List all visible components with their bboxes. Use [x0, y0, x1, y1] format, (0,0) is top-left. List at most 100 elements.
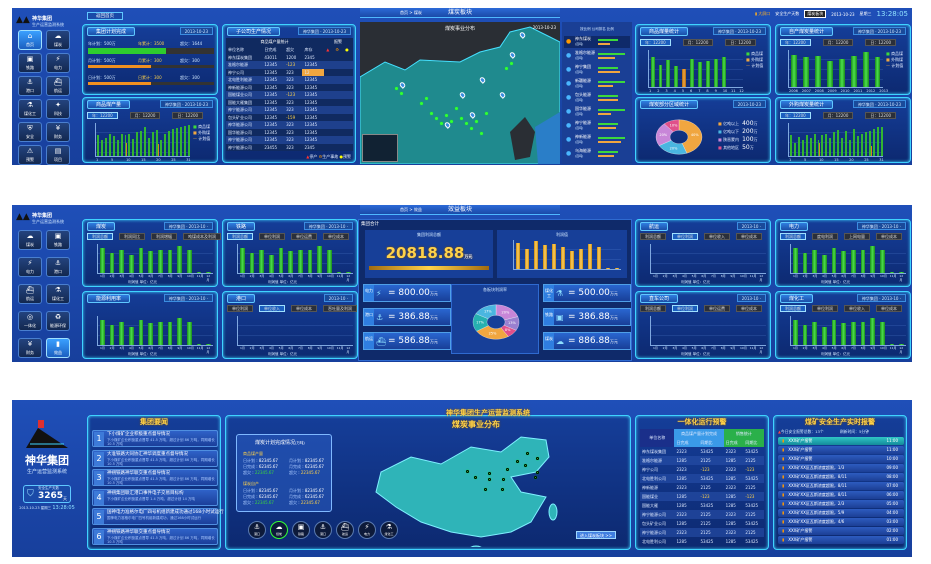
kpi-power[interactable]: 电力 ⚡ = 800.00万元 [363, 284, 451, 302]
news-item[interactable]: 2 大准铁路大同协汇神华调度重点督导情况 下小煤矿企业积极重点督导 41.5 万吨，… [92, 449, 218, 467]
table-row[interactable]: 国华能源公司 12345 323 12345 [226, 129, 353, 137]
company-item[interactable]: ● 神宁能源 (百吨) [564, 120, 630, 132]
mine-marker[interactable] [420, 102, 423, 105]
tab[interactable]: 日：12200 [725, 39, 757, 46]
kpi-ship[interactable]: 航运 ⛴ = 586.88万元 [363, 332, 451, 350]
table-row[interactable]: 神新能源 2323 2125 2323 2125 [640, 483, 764, 492]
nav-item-power[interactable]: ⚡ 电力 [18, 257, 42, 277]
nav-item-chart[interactable]: ▮ 效益 [46, 338, 70, 358]
nav-item-tech[interactable]: ✦ 科技 [46, 99, 70, 119]
tab[interactable]: 单位运费 [291, 233, 317, 240]
table-row[interactable]: 神宁能源公司 2323 2125 2323 2125 [640, 510, 764, 519]
map-date[interactable]: 2013-10-23 [532, 25, 556, 30]
table-row[interactable]: 北电胜利公司 1285 53425 1285 53425 [640, 474, 764, 483]
tab[interactable]: 单位利润 [672, 305, 698, 312]
kpi-chemical[interactable]: 煤化工 ⚗ = 500.00万元 [543, 284, 631, 302]
filter-select[interactable]: 神华集团 · 2013-10-23 [712, 27, 766, 35]
mine-marker[interactable] [501, 488, 504, 491]
table-row[interactable]: 包头矿业公司 1285 2125 1285 53425 [640, 519, 764, 528]
tab[interactable]: 上网电量 [844, 233, 870, 240]
tab[interactable]: 日：12200 [172, 112, 204, 119]
mine-marker[interactable] [475, 120, 478, 123]
alarm-item[interactable]: ▮ XXX矿产报警 10:00 [778, 455, 904, 463]
table-row[interactable]: 包头矿业公司 12345 -159 12345 [226, 114, 353, 122]
mine-marker[interactable] [502, 478, 505, 481]
tab[interactable]: 利润总额 [780, 233, 806, 240]
mine-marker[interactable] [400, 92, 403, 95]
company-item[interactable]: ● 神东煤炭 (百吨) [564, 36, 630, 48]
mine-marker[interactable] [484, 488, 487, 491]
nav-item-anchor[interactable]: ⚓ 港口 [18, 76, 42, 96]
mine-marker[interactable] [474, 476, 477, 479]
tab[interactable]: 单位利润 [227, 305, 253, 312]
nav-item-coal[interactable]: ☁ 煤炭 [18, 230, 42, 250]
table-row[interactable]: 神宁能源公司 2323 2125 2323 2125 [640, 528, 764, 537]
mode-button[interactable]: 煤炭板块 [804, 10, 827, 18]
mine-marker[interactable] [534, 476, 537, 479]
nav-item-power[interactable]: ⚡ 电力 [46, 53, 70, 73]
kpi-coal[interactable]: 煤炭 ☁ = 886.88万元 [543, 332, 631, 350]
mine-marker[interactable] [395, 87, 398, 90]
news-item[interactable]: 4 神朔集团联汇港口事件电子交易目标构 下小煤矿企业积极重点督导 1.4 万吨，超过… [92, 488, 218, 506]
tab[interactable]: 月：12200 [822, 112, 854, 119]
tab[interactable]: 年：12200 [640, 39, 671, 46]
tab[interactable]: 日：12200 [865, 112, 897, 119]
alarm-item[interactable]: ▮ XXX矿产报警 02:00 [778, 527, 904, 535]
mine-marker[interactable] [536, 471, 539, 474]
nav-item-train[interactable]: ▣ 铁路 [46, 230, 70, 250]
filter-select[interactable]: 神华集团 · 2013-10-23 [297, 27, 351, 35]
mine-marker[interactable] [524, 464, 527, 467]
kpi-anchor[interactable]: 港口 ⚓ = 386.88万元 [363, 308, 451, 326]
sector-button-coal[interactable]: ☁ 煤炭 [270, 521, 288, 539]
table-row[interactable]: 国能大雁 1285 53425 1285 53425 [640, 501, 764, 510]
company-item[interactable]: ● 乌海能源 (百吨) [564, 148, 630, 160]
alarm-item[interactable]: ▮ XXX矿XX区瓦斯浓度超限，8/11 06:00 [778, 491, 904, 499]
news-item[interactable]: 3 神朔铁路神华联交重点督导情况 下小煤矿企业积极重点督导 41.5 万吨，超过计划… [92, 469, 218, 486]
mine-marker[interactable] [435, 117, 438, 120]
sector-button-anchor[interactable]: ⚓ 港口 [248, 521, 266, 539]
mine-marker[interactable] [450, 120, 453, 123]
tab[interactable]: 利润总额 [227, 233, 253, 240]
table-row[interactable]: 准格尔能源 1285 2125 1285 2125 [640, 456, 764, 465]
nav-item-finance[interactable]: ¥ 财务 [46, 122, 70, 142]
mine-marker[interactable] [505, 67, 508, 70]
nav-item-finance[interactable]: ¥ 财务 [18, 338, 42, 358]
filter-select[interactable]: 2013-10 · [736, 294, 766, 302]
nav-item-chemical[interactable]: ⚗ 煤化工 [46, 284, 70, 304]
alarm-item[interactable]: ▮ XXX矿XX区瓦斯浓度超限，2/3 05:00 [778, 500, 904, 508]
back-home-tab[interactable]: 返回首页 [87, 12, 123, 20]
tab[interactable]: 单位利润 [259, 233, 285, 240]
nav-item-ship[interactable]: ⛴ 航运 [46, 76, 70, 96]
company-item[interactable]: ● 国华能源 (百吨) [564, 106, 630, 118]
date-picker[interactable]: 2013-10-23 [179, 27, 213, 35]
mine-marker[interactable] [485, 112, 488, 115]
tab[interactable]: 单位运费 [704, 305, 730, 312]
tab[interactable]: 单位成本 [291, 305, 317, 312]
tab[interactable]: 年：12200 [87, 112, 118, 119]
tab[interactable]: 单位收入 [844, 305, 870, 312]
sector-button-train[interactable]: ▣ 铁路 [292, 521, 310, 539]
tab[interactable]: 日：12200 [865, 39, 897, 46]
tab[interactable]: 单位成本 [876, 305, 902, 312]
alarm-item[interactable]: ▮ XXX矿XX区瓦斯浓度超限，1/3 09:00 [778, 464, 904, 472]
tab[interactable]: 年：12200 [780, 112, 811, 119]
alarm-item[interactable]: ▮ XXX矿XX区瓦斯浓度超限，8/11 07:00 [778, 482, 904, 490]
tab[interactable]: 单位成本 [876, 233, 902, 240]
filter-select[interactable]: 2013-10 · [323, 294, 353, 302]
tab[interactable]: 单位成本 [736, 233, 762, 240]
tab[interactable]: 单位收入 [704, 233, 730, 240]
filter-select[interactable]: 神华集团 · 2013-10 · [856, 222, 906, 230]
mine-marker[interactable] [536, 457, 539, 460]
mine-marker[interactable] [430, 112, 433, 115]
table-row[interactable]: 国能煤业 1285 -123 1285 -123 [640, 492, 764, 501]
company-item[interactable]: ● 神宁集团 (百吨) [564, 64, 630, 76]
mine-marker[interactable] [466, 470, 469, 473]
tab[interactable]: 月：12200 [822, 39, 854, 46]
mine-marker[interactable] [465, 122, 468, 125]
mine-marker[interactable] [506, 468, 509, 471]
table-row[interactable]: 国能煤业公司 12345 -123 12345 [226, 91, 353, 99]
table-row[interactable]: 神华能源公司 12345 323 12345 [226, 121, 353, 129]
table-row[interactable]: 神宁公司 2323 -123 2323 -123 [640, 465, 764, 474]
filter-select[interactable]: 2013-10 · [736, 222, 766, 230]
tab[interactable]: 利润总额 [640, 233, 666, 240]
